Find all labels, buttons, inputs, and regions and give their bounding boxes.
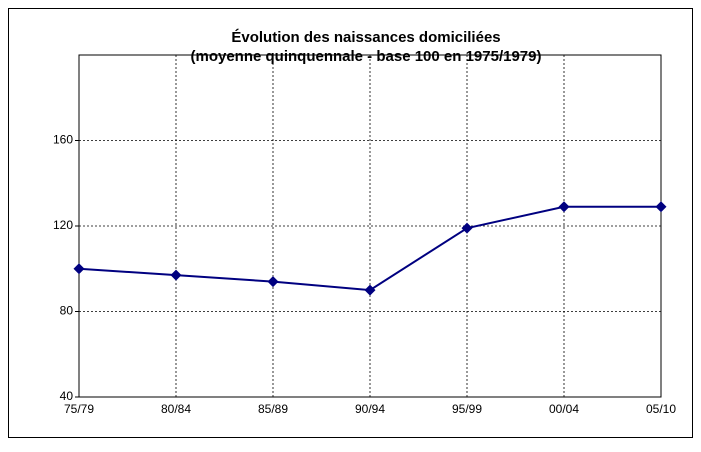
x-tick-label: 85/89 [258, 402, 288, 416]
marker [364, 284, 376, 296]
x-tick-label: 00/04 [549, 402, 579, 416]
marker [267, 276, 279, 288]
x-tick-label: 75/79 [64, 402, 94, 416]
marker [73, 263, 85, 275]
chart-subtitle: (moyenne quinquennale - base 100 en 1975… [191, 48, 542, 65]
chart-title: Évolution des naissances domiciliées [231, 29, 500, 46]
marker [558, 201, 570, 213]
x-tick-label: 05/10 [646, 402, 676, 416]
y-tick-label: 120 [53, 218, 73, 232]
x-tick-label: 90/94 [355, 402, 385, 416]
marker [655, 201, 667, 213]
x-tick-label: 95/99 [452, 402, 482, 416]
x-tick-label: 80/84 [161, 402, 191, 416]
chart-border [8, 8, 693, 438]
y-tick-label: 80 [60, 304, 74, 318]
y-tick-label: 40 [60, 389, 74, 403]
y-tick-label: 160 [53, 133, 73, 147]
marker [461, 222, 473, 234]
plot-border [78, 54, 662, 398]
marker [170, 269, 182, 281]
